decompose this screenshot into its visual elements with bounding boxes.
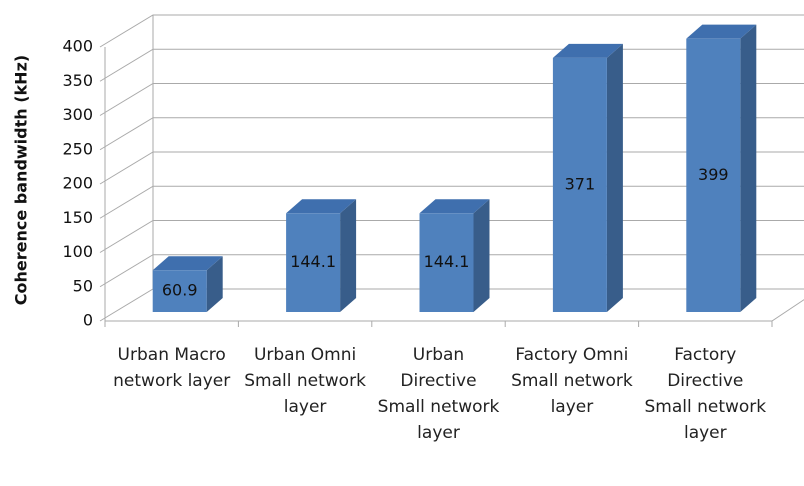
x-tick-label: Urban Omni Small network layer — [244, 345, 366, 417]
bar-top — [686, 24, 757, 39]
value-label: 399 — [698, 165, 729, 184]
y-tick-label: 300 — [62, 105, 93, 124]
bar-front — [286, 213, 341, 312]
bar — [286, 199, 357, 312]
y-tick-label: 400 — [62, 37, 93, 56]
bar-top — [419, 199, 490, 214]
bar-top — [286, 199, 357, 214]
value-label: 371 — [565, 174, 596, 193]
bar-side — [340, 199, 357, 312]
bar-side — [740, 24, 757, 313]
bar-front — [419, 213, 474, 312]
bar-front — [552, 57, 607, 312]
bar — [152, 256, 223, 312]
y-tick-label: 150 — [62, 208, 93, 227]
grid-line — [99, 14, 804, 48]
value-label: 60.9 — [162, 281, 198, 300]
value-label: 144.1 — [290, 252, 336, 271]
y-tick-label: 250 — [62, 139, 93, 158]
bar-side — [473, 199, 490, 312]
bar-top — [152, 256, 223, 271]
bar — [552, 43, 623, 313]
y-axis-title: Coherence bandwidth (kHz) — [12, 55, 31, 305]
bar-front — [686, 38, 741, 313]
bar-top — [552, 43, 623, 58]
bar-side — [606, 43, 623, 313]
y-tick-label: 100 — [62, 242, 93, 261]
bar — [419, 199, 490, 312]
bar-side — [206, 256, 223, 312]
x-tick-label: Urban Directive Small network layer — [377, 345, 500, 443]
y-tick-label: 0 — [83, 311, 93, 330]
bar-front — [152, 270, 207, 312]
y-tick-label: 200 — [62, 174, 93, 193]
y-tick-label: 350 — [62, 71, 93, 90]
x-tick-label: Factory Omni Small network layer — [511, 345, 633, 417]
x-tick-label: Urban Macro network layer — [113, 345, 231, 391]
y-tick-label: 50 — [73, 276, 93, 295]
value-label: 144.1 — [424, 252, 470, 271]
x-tick-label: Factory Directive Small network layer — [644, 345, 767, 443]
bar — [686, 24, 757, 313]
